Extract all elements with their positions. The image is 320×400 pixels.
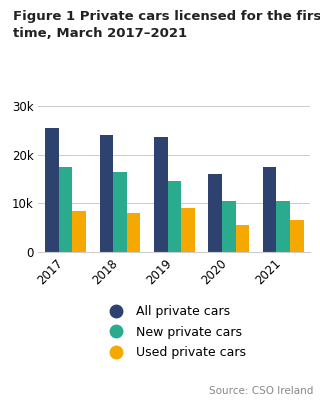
- Bar: [45, 128, 59, 252]
- Bar: [222, 201, 236, 252]
- Bar: [168, 181, 181, 252]
- Bar: [276, 201, 290, 252]
- Bar: [290, 220, 304, 252]
- Bar: [208, 174, 222, 252]
- Bar: [127, 213, 140, 252]
- Legend: All private cars, New private cars, Used private cars: All private cars, New private cars, Used…: [97, 299, 252, 365]
- Bar: [113, 172, 127, 252]
- Bar: [263, 167, 276, 252]
- Text: Figure 1 Private cars licensed for the first
time, March 2017–2021: Figure 1 Private cars licensed for the f…: [13, 10, 320, 40]
- Bar: [72, 210, 86, 252]
- Bar: [154, 138, 168, 252]
- Bar: [236, 225, 249, 252]
- Bar: [59, 167, 72, 252]
- Text: Source: CSO Ireland: Source: CSO Ireland: [209, 386, 314, 396]
- Bar: [181, 208, 195, 252]
- Bar: [100, 135, 113, 252]
